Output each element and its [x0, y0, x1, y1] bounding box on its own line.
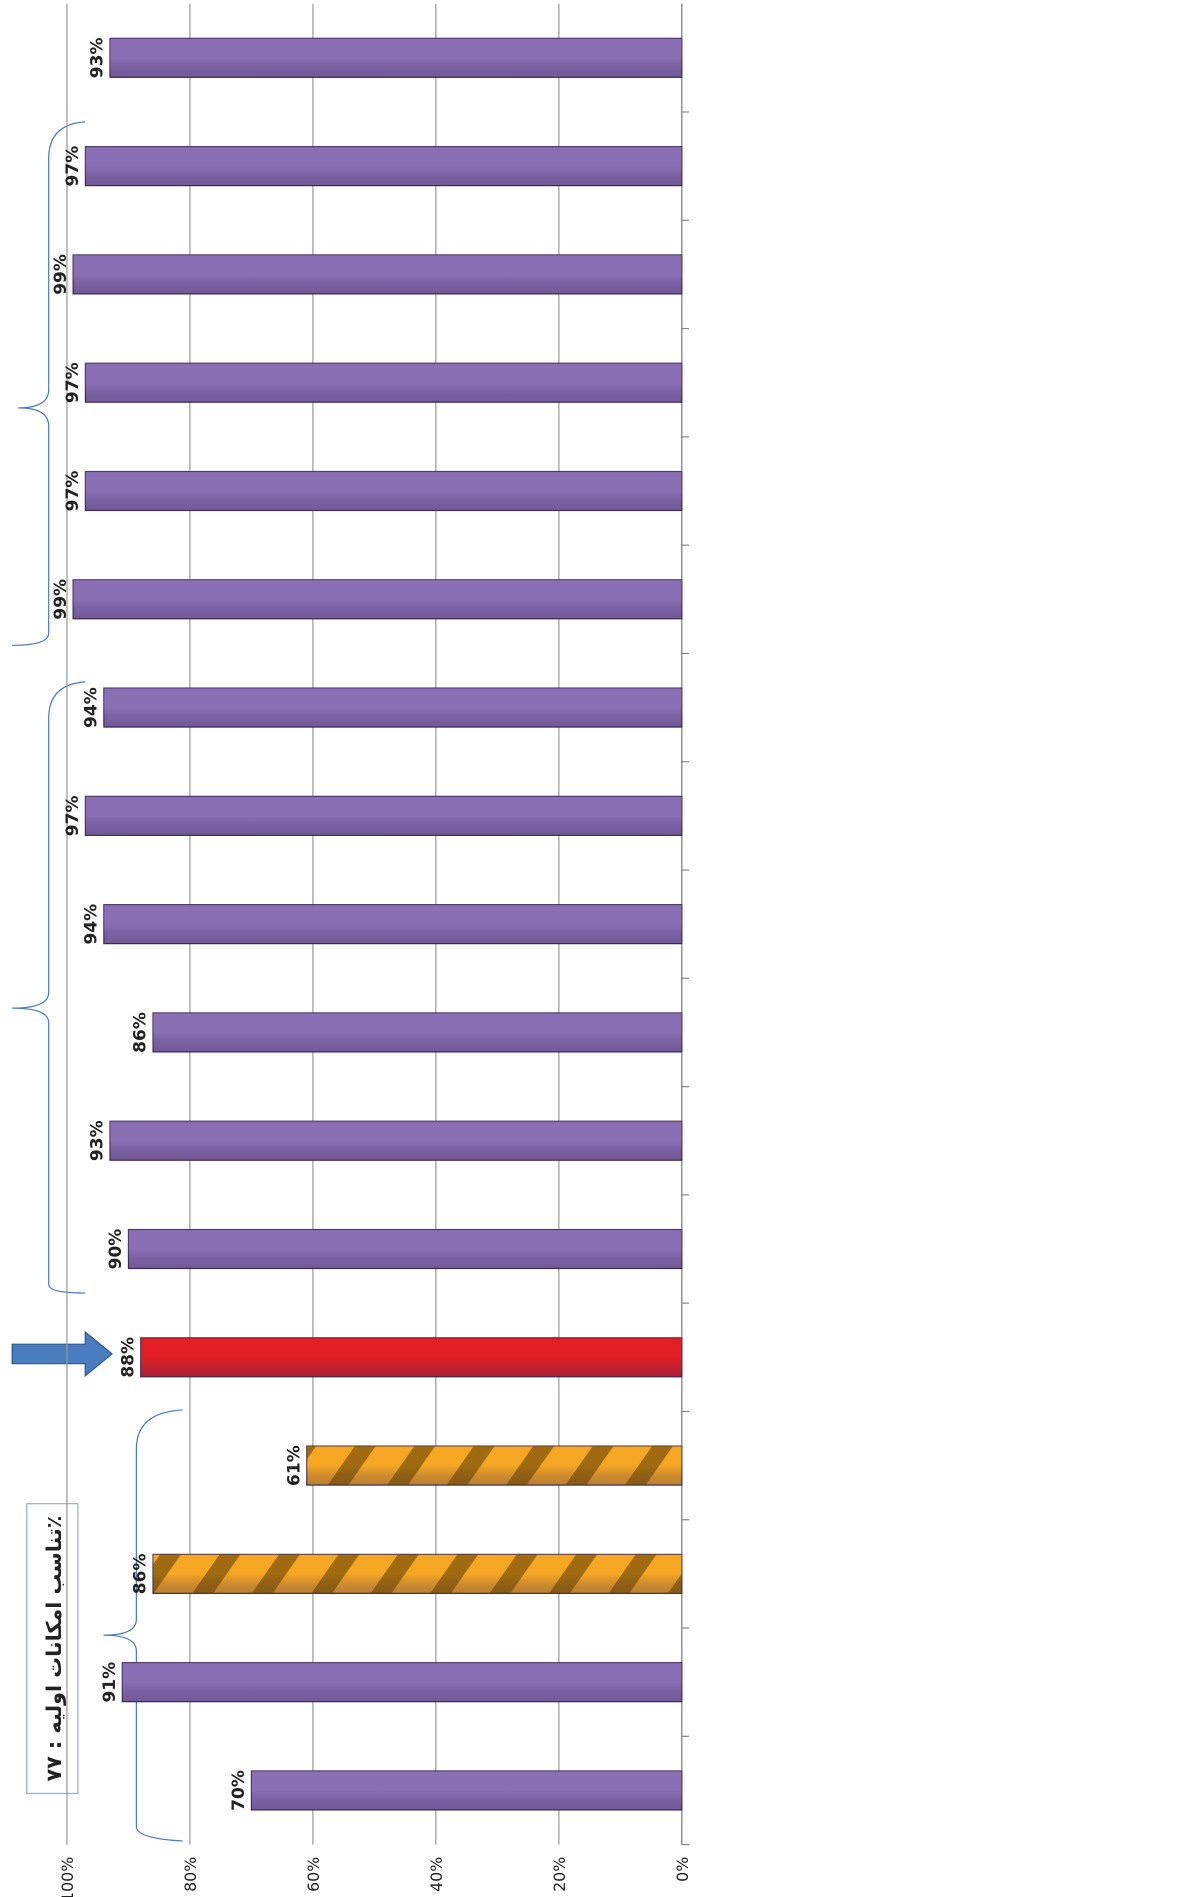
value-label: 88% [118, 1337, 138, 1378]
brace [103, 1409, 183, 1842]
bar-shade [73, 254, 682, 294]
value-label: 70% [229, 1770, 249, 1811]
value-label: 86% [131, 1553, 151, 1594]
value-label: 86% [131, 1012, 151, 1053]
value-label: 94% [82, 687, 102, 728]
bar-shade [110, 1121, 682, 1161]
x-tick-label: 80% [181, 1857, 200, 1892]
x-tick-label: 20% [550, 1857, 569, 1892]
annotation-box [26, 1503, 79, 1795]
bar-pattern [153, 1554, 682, 1594]
annotation: تناسب امکانات اولیه : ۷۷٪ [42, 1516, 66, 1782]
bar-pattern [306, 1446, 682, 1486]
value-label: 94% [82, 904, 102, 945]
x-tick-label: 100% [58, 1857, 77, 1897]
value-label: 93% [88, 37, 108, 78]
bar-shade [85, 363, 682, 403]
value-label: 61% [284, 1445, 304, 1486]
brace [12, 681, 86, 1294]
bar-shade [153, 1012, 682, 1052]
bar-shade [103, 904, 682, 944]
value-label: 99% [51, 579, 71, 620]
value-label: 90% [106, 1229, 126, 1270]
value-label: 97% [63, 146, 83, 187]
arrow [11, 1330, 113, 1378]
value-label: 93% [88, 1120, 108, 1161]
braces [12, 121, 183, 1842]
bar-shade [122, 1662, 682, 1702]
x-tick-label: 0% [673, 1857, 692, 1882]
value-label: 97% [63, 795, 83, 836]
bar-shade [128, 1229, 682, 1269]
value-label: 99% [51, 254, 71, 295]
brace [12, 121, 86, 646]
value-label: 97% [63, 471, 83, 512]
bar-shade [85, 471, 682, 511]
bar-shade [251, 1770, 682, 1810]
bar-shade [110, 38, 682, 78]
x-tick-label: 40% [427, 1857, 446, 1892]
x-tick-label: 60% [304, 1857, 323, 1892]
value-label: 97% [63, 362, 83, 403]
bar-shade [85, 796, 682, 836]
bar-shade [73, 579, 682, 619]
bar-shade [103, 688, 682, 728]
bar-shade [85, 146, 682, 186]
bar-shade [140, 1337, 682, 1377]
value-label: 91% [100, 1662, 120, 1703]
